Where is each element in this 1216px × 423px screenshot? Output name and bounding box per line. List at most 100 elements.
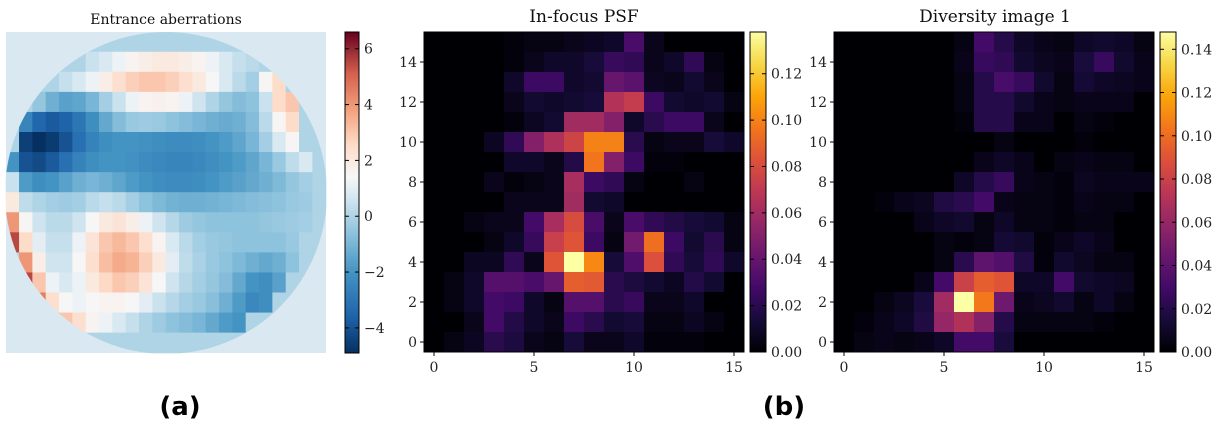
heatmap-cell bbox=[584, 252, 605, 273]
pupil-cell bbox=[205, 91, 220, 113]
heatmap-cell bbox=[1014, 52, 1035, 73]
colorbar-tick-label: 0.06 bbox=[1181, 215, 1212, 231]
pupil-cell bbox=[232, 71, 247, 93]
pupil-cell bbox=[205, 292, 220, 314]
heatmap-cell bbox=[1114, 52, 1135, 73]
heatmap-cell bbox=[424, 192, 445, 213]
heatmap-cell bbox=[914, 32, 935, 53]
heatmap-cell bbox=[444, 312, 465, 333]
y-tick-label: 8 bbox=[408, 175, 417, 191]
heatmap-cell bbox=[974, 312, 995, 333]
heatmap-cell bbox=[684, 32, 705, 53]
heatmap-cell bbox=[1114, 152, 1135, 173]
pupil-cell bbox=[59, 252, 73, 274]
heatmap-cell bbox=[544, 72, 565, 93]
pupil-cell bbox=[192, 232, 207, 253]
pupil-cell bbox=[112, 272, 127, 294]
pupil-cell bbox=[232, 91, 247, 113]
heatmap-cell bbox=[874, 212, 895, 233]
colorbar-tick-label: 0.12 bbox=[1181, 86, 1212, 102]
pupil-cell bbox=[112, 252, 127, 274]
pupil-cell bbox=[219, 172, 233, 193]
heatmap-cell bbox=[664, 192, 685, 213]
heatmap-cell bbox=[684, 192, 705, 213]
heatmap-cell bbox=[874, 272, 895, 293]
pupil-cell bbox=[19, 152, 33, 173]
heatmap-cell bbox=[604, 32, 625, 53]
heatmap-cell bbox=[1094, 172, 1115, 193]
heatmap-cell bbox=[934, 32, 955, 53]
heatmap-cell bbox=[1034, 112, 1055, 133]
heatmap-cell bbox=[684, 152, 705, 173]
heatmap-cell bbox=[484, 252, 505, 273]
pupil-cell bbox=[272, 232, 287, 253]
heatmap-cell bbox=[664, 212, 685, 233]
heatmap-cell bbox=[484, 212, 505, 233]
pupil-cell bbox=[19, 212, 33, 233]
heatmap-cell bbox=[644, 332, 665, 353]
heatmap-cell bbox=[1074, 132, 1095, 153]
pupil-cell bbox=[245, 212, 260, 233]
heatmap-cell bbox=[914, 112, 935, 133]
pupil-cell bbox=[205, 212, 220, 233]
heatmap-cell bbox=[894, 72, 915, 93]
pupil-cell bbox=[205, 111, 220, 133]
heatmap-cell bbox=[994, 332, 1015, 353]
heatmap-cell bbox=[1054, 172, 1075, 193]
heatmap-cell bbox=[604, 92, 625, 113]
heatmap-cell bbox=[724, 132, 745, 153]
pupil-cell bbox=[165, 332, 180, 354]
heatmap-cell bbox=[934, 52, 955, 73]
diversity-colorbar: 0.00 0.02 0.04 0.06 0.08 0.10 0.12 0.14 bbox=[1159, 31, 1212, 361]
heatmap-cell bbox=[1054, 292, 1075, 313]
heatmap-cell bbox=[444, 212, 465, 233]
pupil-cell bbox=[165, 312, 180, 334]
heatmap-cell bbox=[854, 72, 875, 93]
heatmap-cell bbox=[504, 172, 525, 193]
pupil-cell bbox=[139, 292, 153, 314]
heatmap-cell bbox=[1034, 92, 1055, 113]
heatmap-cell bbox=[974, 232, 995, 253]
heatmap-cell bbox=[1134, 52, 1155, 73]
pupil-cell bbox=[205, 272, 220, 294]
y-tick-label: 14 bbox=[399, 55, 417, 71]
heatmap-cell bbox=[524, 52, 545, 73]
pupil-cell bbox=[45, 192, 60, 213]
heatmap-cell bbox=[584, 52, 605, 73]
colorbar-tick-label: 0.04 bbox=[771, 252, 802, 268]
pupil-cell bbox=[152, 252, 167, 274]
heatmap-cell bbox=[504, 112, 525, 133]
heatmap-cell bbox=[974, 112, 995, 133]
pupil-cell bbox=[312, 192, 327, 213]
heatmap-cell bbox=[834, 172, 855, 193]
pupil-cell bbox=[125, 32, 140, 53]
heatmap-cell bbox=[544, 112, 565, 133]
heatmap-cell bbox=[604, 212, 625, 233]
heatmap-cell bbox=[424, 292, 445, 313]
pupil-cell bbox=[112, 111, 127, 133]
pupil-cell bbox=[219, 312, 233, 334]
heatmap-cell bbox=[604, 152, 625, 173]
heatmap-cell bbox=[1034, 212, 1055, 233]
diversity-title: Diversity image 1 bbox=[919, 7, 1071, 27]
pupil-cell bbox=[259, 111, 273, 133]
heatmap-cell bbox=[1054, 112, 1075, 133]
pupil-cell bbox=[259, 71, 273, 93]
heatmap-cell bbox=[874, 172, 895, 193]
heatmap-cell bbox=[1074, 272, 1095, 293]
pupil-cell bbox=[32, 192, 47, 213]
pupil-cell bbox=[72, 132, 87, 153]
pupil-cell bbox=[112, 192, 127, 213]
heatmap-cell bbox=[564, 232, 585, 253]
heatmap-cell bbox=[604, 272, 625, 293]
pupil-cell bbox=[72, 272, 87, 294]
heatmap-cell bbox=[994, 292, 1015, 313]
heatmap-cell bbox=[524, 232, 545, 253]
pupil-cell bbox=[232, 292, 247, 314]
heatmap-cell bbox=[664, 312, 685, 333]
heatmap-cell bbox=[914, 172, 935, 193]
heatmap-cell bbox=[1054, 192, 1075, 213]
heatmap-cell bbox=[604, 172, 625, 193]
pupil-cell bbox=[45, 212, 60, 233]
aberrations-panel: Entrance aberrations 6 4 2 0 −2 −4 bbox=[5, 12, 385, 354]
